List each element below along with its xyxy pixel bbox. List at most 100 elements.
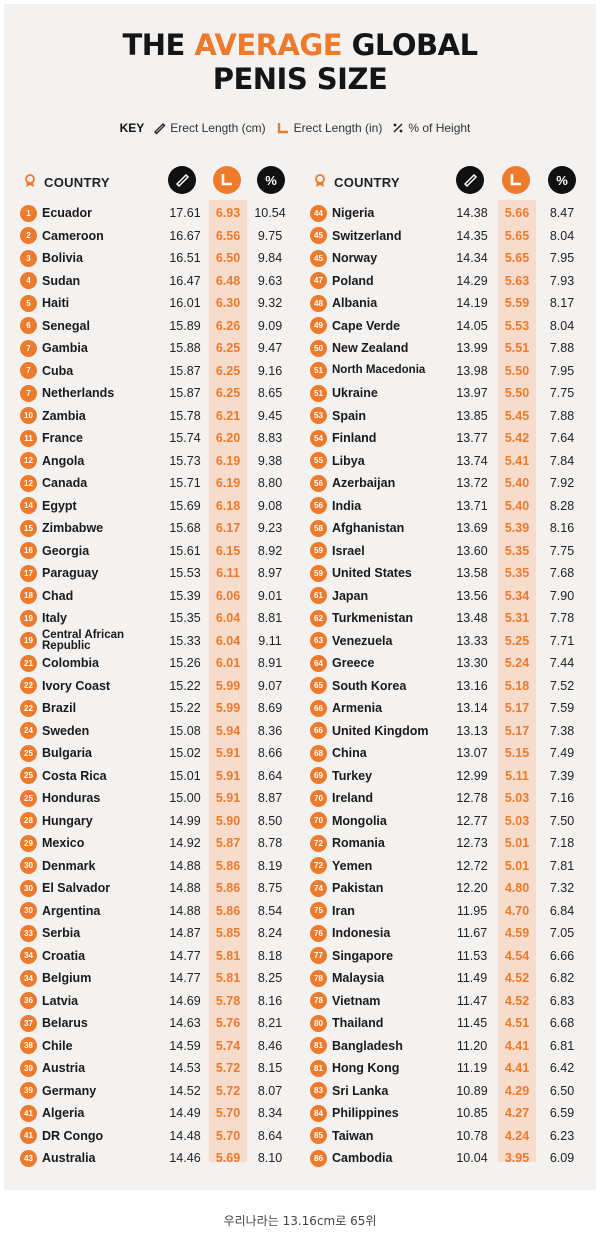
length-cm: 13.13 [456,723,488,738]
length-cm: 15.01 [169,768,201,783]
percent-of-height: 7.75 [549,543,575,558]
country-name: Senegal [42,318,90,333]
table-row: 81 Hong Kong 11.19 4.41 6.42 [310,1057,586,1080]
length-cm: 14.87 [169,926,201,941]
table-row: 7 Netherlands 15.87 6.25 8.65 [20,382,292,405]
table-row: 70 Ireland 12.78 5.03 7.16 [310,787,586,810]
length-cm: 14.52 [169,1083,201,1098]
rank-badge: 69 [310,767,327,785]
rank-badge: 72 [310,834,327,852]
percent-of-height: 7.16 [549,791,575,806]
percent-of-height: 7.05 [549,926,575,941]
length-in: 5.91 [215,768,241,783]
length-cm: 16.51 [169,251,201,266]
table-row: 12 Canada 15.71 6.19 8.80 [20,472,292,495]
percent-of-height: 9.23 [257,521,283,536]
country-name: Italy [42,611,68,626]
country-name: Cameroon [42,228,104,243]
table-row: 81 Bangladesh 11.20 4.41 6.81 [310,1035,586,1058]
country-name: Latvia [42,993,79,1008]
percent-of-height: 7.75 [549,386,575,401]
country-name: Mexico [42,836,85,851]
length-cm: 14.99 [169,813,201,828]
length-in: 4.52 [504,971,530,986]
country-name: China [332,746,367,761]
table-row: 41 DR Congo 14.48 5.70 8.64 [20,1125,292,1148]
length-in: 5.53 [504,318,530,333]
length-cm: 10.04 [456,1151,488,1166]
percent-of-height: 8.69 [257,701,283,716]
percent-of-height: 9.45 [257,408,283,423]
rank-badge: 70 [310,812,327,830]
table-row: 39 Germany 14.52 5.72 8.07 [20,1080,292,1103]
percent-of-height: 7.88 [549,341,575,356]
rank-badge: 2 [20,227,37,245]
length-in: 5.86 [215,858,241,873]
table-row: 25 Honduras 15.00 5.91 8.87 [20,787,292,810]
country-name: India [332,498,362,513]
country-name: North Macedonia [332,364,426,377]
length-cm: 14.88 [169,881,201,896]
percent-of-height: 8.92 [257,543,283,558]
country-name: Belgium [42,971,92,986]
length-in: 5.91 [215,746,241,761]
country-name: Pakistan [332,881,384,896]
percent-of-height: 8.16 [257,993,283,1008]
cm-header-icon [168,166,196,194]
country-name: Mongolia [332,813,387,828]
length-in: 5.15 [504,746,530,761]
country-name: Georgia [42,543,90,558]
country-name: Philippines [332,1106,399,1121]
percent-of-height: 7.93 [549,273,575,288]
rank-badge: 81 [310,1059,327,1077]
rank-badge: 30 [20,902,37,920]
length-cm: 16.47 [169,273,201,288]
country-name: Yemen [332,858,373,873]
table-row: 3 Bolivia 16.51 6.50 9.84 [20,247,292,270]
length-cm: 13.74 [456,453,488,468]
country-name: Cambodia [332,1151,393,1166]
rank-badge: 19 [20,632,37,650]
country-name: Norway [332,251,378,266]
inch-column-band [498,200,536,1162]
country-name: Venezuela [332,633,393,648]
length-in: 6.18 [215,498,241,513]
length-in: 6.11 [216,566,240,581]
country-header: COUNTRY [44,175,110,190]
percent-of-height: 9.38 [257,453,283,468]
percent-of-height: 8.54 [257,903,283,918]
percent-of-height: 7.92 [549,476,575,491]
length-in: 6.21 [215,408,241,423]
percent-of-height: 7.38 [549,723,575,738]
length-in: 5.18 [504,678,530,693]
length-in: 5.70 [215,1106,241,1121]
table-row: 17 Paraguay 15.53 6.11 8.97 [20,562,292,585]
table-row: 2 Cameroon 16.67 6.56 9.75 [20,225,292,248]
percent-of-height: 7.59 [549,701,575,716]
percent-of-height: 6.09 [549,1151,575,1166]
country-name: Belarus [42,1016,88,1031]
rank-badge: 24 [20,722,37,740]
table-row: 24 Sweden 15.08 5.94 8.36 [20,720,292,743]
rank-badge: 39 [20,1082,37,1100]
length-cm: 14.53 [169,1061,201,1076]
rank-badge: 54 [310,429,327,447]
percent-of-height: 8.10 [257,1151,283,1166]
length-cm: 11.20 [456,1038,488,1053]
table-row: 45 Norway 14.34 5.65 7.95 [310,247,586,270]
length-cm: 13.85 [456,408,488,423]
percent-of-height: 8.81 [257,611,283,626]
length-in: 5.34 [504,588,530,603]
length-cm: 15.68 [169,521,201,536]
length-cm: 14.35 [456,228,488,243]
length-cm: 15.00 [169,791,201,806]
percent-header-icon: % [257,166,285,194]
percent-of-height: 8.16 [549,521,575,536]
length-in: 5.74 [215,1038,241,1053]
length-cm: 13.97 [456,386,488,401]
country-name: Chad [42,588,74,603]
length-cm: 15.22 [169,701,201,716]
country-name: New Zealand [332,341,409,356]
table-row: 6 Senegal 15.89 6.26 9.09 [20,315,292,338]
table-row: 38 Chile 14.59 5.74 8.46 [20,1035,292,1058]
